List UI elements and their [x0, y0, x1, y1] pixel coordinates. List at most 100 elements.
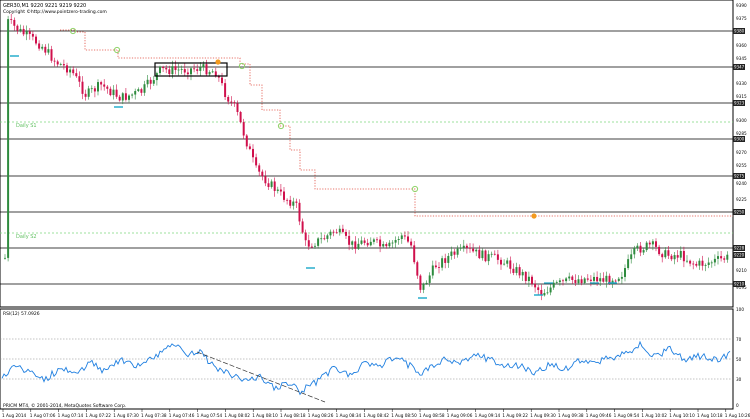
- candle-body: [549, 287, 552, 293]
- candle-body: [605, 275, 608, 282]
- candle-body: [22, 28, 25, 35]
- candle-body: [540, 289, 543, 296]
- price-label: 9330: [736, 81, 747, 86]
- candle-body: [403, 235, 406, 237]
- rsi-scale-label: 0: [736, 403, 739, 408]
- candle-body: [416, 262, 419, 276]
- time-label: 1 Aug 08:26: [308, 413, 334, 418]
- candle-body: [292, 201, 295, 206]
- consolidation-box[interactable]: [154, 62, 228, 77]
- candle-body: [255, 157, 258, 166]
- candle-body: [366, 242, 369, 246]
- copyright-text: Copyright ©http://www.pointzero-trading.…: [3, 8, 107, 15]
- candle-body: [168, 69, 171, 75]
- candle-body: [13, 19, 16, 26]
- candle-body: [177, 69, 180, 71]
- candle-body: [658, 246, 661, 255]
- candle-body: [283, 191, 285, 200]
- time-label: 1 Aug 09:14: [475, 413, 501, 418]
- rsi-scale: 100 70 50 30 0: [736, 307, 744, 408]
- candle-body: [580, 279, 583, 284]
- price-label: 9270: [736, 150, 747, 155]
- candle-body: [710, 262, 713, 264]
- candle-body: [472, 248, 475, 252]
- candle-body: [369, 241, 372, 246]
- price-label: 9315: [736, 94, 747, 99]
- candle-body: [676, 255, 679, 258]
- candle-body: [717, 256, 719, 259]
- price-pane[interactable]: [0, 0, 734, 308]
- candle-body: [363, 240, 366, 243]
- price-label: 9255: [736, 163, 747, 168]
- candle-body: [648, 242, 651, 245]
- candle-body: [577, 279, 580, 283]
- candle-body: [633, 247, 636, 255]
- time-label: 1 Aug 08:42: [363, 413, 389, 418]
- candle-body: [382, 244, 385, 247]
- candle-body: [407, 236, 409, 242]
- candle-body: [66, 65, 68, 73]
- time-axis: 1 Aug 2014 1 Aug 07:06 1 Aug 07:14 1 Aug 07…: [2, 409, 750, 418]
- candle-body: [276, 189, 279, 191]
- candle-body: [124, 93, 127, 100]
- candle-body: [289, 199, 292, 206]
- candle-body: [438, 267, 440, 268]
- time-label: 1 Aug 09:30: [530, 413, 556, 418]
- candle-body: [351, 241, 354, 245]
- candle-body: [131, 94, 134, 96]
- candle-body: [258, 165, 261, 172]
- candle-body: [664, 250, 667, 258]
- candle-body: [314, 245, 316, 247]
- candle-body: [655, 241, 657, 247]
- signal-dots: [69, 27, 537, 219]
- candle-body: [25, 31, 28, 35]
- candle-body: [552, 282, 555, 288]
- candle-body: [109, 88, 112, 96]
- candle-body: [459, 247, 462, 249]
- rsi-trendline[interactable]: [196, 351, 326, 403]
- candle-body: [270, 181, 273, 187]
- candle-body: [224, 83, 227, 98]
- candle-body: [279, 189, 282, 192]
- candle-body: [202, 64, 205, 68]
- candle-body: [376, 239, 378, 241]
- candle-body: [329, 231, 332, 236]
- candle-body: [264, 176, 267, 184]
- candle-body: [593, 276, 595, 281]
- candle-body: [543, 293, 546, 296]
- candle-body: [69, 69, 72, 73]
- candle-body: [413, 245, 416, 263]
- candle-body: [335, 232, 338, 234]
- candle-body: [121, 93, 124, 101]
- candle-body: [562, 280, 564, 282]
- candle-body: [118, 96, 121, 101]
- time-label: 1 Aug 08:18: [280, 413, 306, 418]
- rsi-levels: [0, 338, 733, 380]
- candle-body: [698, 260, 701, 266]
- green-signal-dot: [411, 185, 419, 193]
- candle-body: [515, 267, 518, 273]
- candle-body: [205, 64, 208, 75]
- price-tag: [733, 136, 745, 142]
- candle-body: [81, 81, 84, 94]
- candle-body: [642, 250, 645, 253]
- candle-body: [35, 36, 37, 44]
- candle-body: [583, 278, 586, 284]
- candle-body: [599, 278, 602, 282]
- rsi-scale-label: 100: [736, 307, 744, 312]
- candle-body: [186, 72, 189, 75]
- candle-body: [596, 276, 599, 282]
- candle-body: [546, 292, 549, 294]
- candle-body: [503, 263, 506, 265]
- price-label: 9390: [736, 3, 747, 8]
- price-tag: [733, 245, 745, 251]
- candle-body: [245, 135, 248, 147]
- time-label: 1 Aug 08:10: [252, 413, 278, 418]
- candle-body: [713, 258, 716, 263]
- candle-body: [62, 64, 65, 66]
- candle-body: [493, 253, 496, 255]
- time-label: 1 Aug 10:18: [697, 413, 723, 418]
- price-label: 9285: [736, 131, 747, 136]
- candle-body: [456, 248, 459, 255]
